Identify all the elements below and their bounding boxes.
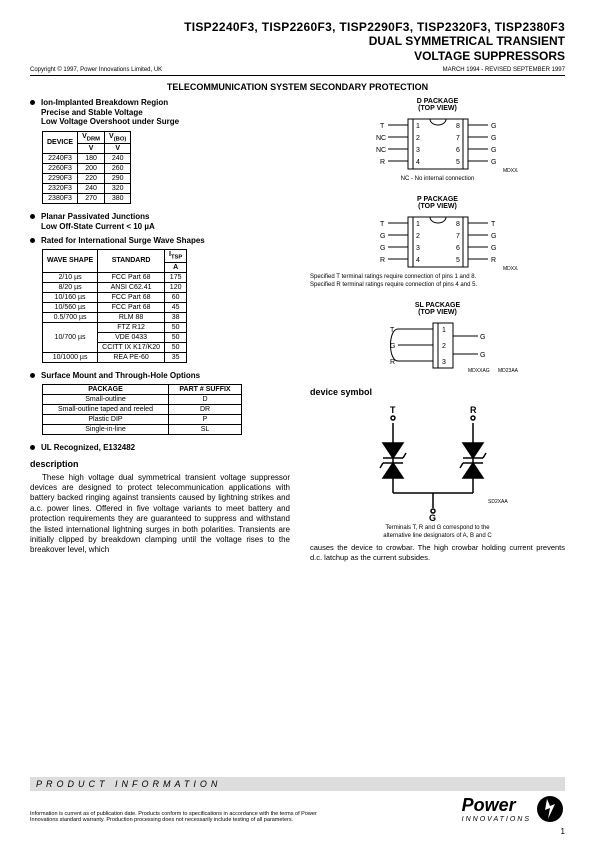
svg-text:G: G [380,245,385,252]
device-table: DEVICEVDRMV(BO) VV 2240F3180240 2260F320… [42,131,131,204]
logo: PowerINNOVATIONS [462,794,565,824]
svg-text:MD23AA: MD23AA [498,368,518,373]
logo-icon [535,794,565,824]
p-package-block: P PACKAGE(TOP VIEW) 18 27 36 45 T G G R … [310,196,565,288]
copyright-row: Copyright © 1997, Power Innovations Limi… [30,67,565,76]
svg-text:2: 2 [442,343,446,350]
svg-text:MDXXAG: MDXXAG [468,368,490,373]
svg-text:6: 6 [456,245,460,252]
bullet-planar: Planar Passivated JunctionsLow Off-State… [30,212,290,231]
svg-text:6: 6 [456,147,460,154]
right-column: D PACKAGE(TOP VIEW) 18 27 36 45 T NC NC … [310,98,565,563]
svg-text:T: T [380,123,385,130]
page-number: 1 [561,827,565,836]
svg-text:R: R [390,359,395,366]
part-numbers: TISP2240F3, TISP2260F3, TISP2290F3, TISP… [30,20,565,34]
description-continuation: causes the device to crowbar. The high c… [310,543,565,563]
svg-text:G: G [491,159,496,166]
svg-text:5: 5 [456,159,460,166]
svg-text:1: 1 [416,123,420,130]
svg-text:2: 2 [416,233,420,240]
bullet-dot-icon [30,238,35,243]
svg-text:1: 1 [442,327,446,334]
svg-text:R: R [380,159,385,166]
d-package-diagram: 1 8 2 7 3 6 4 5 T NC NC R G G G G MDXXAE [358,114,518,174]
svg-text:G: G [491,123,496,130]
footer-bar: PRODUCT INFORMATION [30,777,565,791]
svg-text:3: 3 [416,245,420,252]
svg-text:7: 7 [456,135,460,142]
left-column: Ion-Implanted Breakdown Region Precise a… [30,98,290,563]
svg-text:G: G [491,135,496,142]
package-table: PACKAGEPART # SUFFIX Small-outlineD Smal… [42,384,242,435]
svg-text:R: R [380,257,385,264]
svg-text:G: G [480,334,485,341]
footer-disclaimer: Information is current as of publication… [30,811,330,824]
svg-text:MDXXAF: MDXXAF [503,266,518,272]
title-line1: DUAL SYMMETRICAL TRANSIENT [30,34,565,48]
svg-text:MDXXAE: MDXXAE [503,168,518,174]
svg-text:R: R [470,405,477,415]
svg-text:NC: NC [376,135,386,142]
title-line2: VOLTAGE SUPPRESSORS [30,49,565,63]
svg-text:G: G [491,233,496,240]
section-title: TELECOMMUNICATION SYSTEM SECONDARY PROTE… [30,82,565,92]
svg-text:4: 4 [416,257,420,264]
date-range: MARCH 1994 - REVISED SEPTEMBER 1997 [443,67,565,73]
device-symbol-heading: device symbol [310,387,565,397]
description-heading: description [30,459,290,469]
svg-text:G: G [491,147,496,154]
header: TISP2240F3, TISP2260F3, TISP2290F3, TISP… [30,20,565,63]
wave-shape-table: WAVE SHAPESTANDARDITSP A 2/10 µsFCC Part… [42,249,187,362]
svg-text:3: 3 [416,147,420,154]
svg-text:G: G [491,245,496,252]
svg-text:G: G [480,352,485,359]
bullet-dot-icon [30,373,35,378]
svg-text:R: R [491,257,496,264]
svg-text:8: 8 [456,221,460,228]
svg-text:T: T [390,405,396,415]
svg-text:7: 7 [456,233,460,240]
svg-text:5: 5 [456,257,460,264]
d-package-block: D PACKAGE(TOP VIEW) 18 27 36 45 T NC NC … [310,98,565,182]
bullet-ul: UL Recognized, E132482 [30,443,290,453]
bullet-mount: Surface Mount and Through-Hole Options [30,371,290,381]
bullet-surge: Rated for International Surge Wave Shape… [30,236,290,246]
sl-package-diagram: 123 T G R G G MDXXAG MD23AA [358,318,518,373]
svg-text:G: G [429,513,436,523]
device-symbol-diagram: T R G SD2XAA [353,403,523,523]
svg-text:4: 4 [416,159,420,166]
footer: PRODUCT INFORMATION Information is curre… [30,777,565,824]
bullet-dot-icon [30,445,35,450]
bullet-dot-icon [30,214,35,219]
sl-package-block: SL PACKAGE(TOP VIEW) 123 T G R G G MDXXA… [310,302,565,373]
svg-text:SD2XAA: SD2XAA [488,499,508,505]
svg-text:2: 2 [416,135,420,142]
svg-text:1: 1 [416,221,420,228]
description-text: These high voltage dual symmetrical tran… [30,473,290,556]
svg-text:G: G [380,233,385,240]
p-package-diagram: 1 8 2 7 3 6 4 5 T G G R T G G R MDXXAF [358,212,518,272]
bullet-ion-implanted: Ion-Implanted Breakdown Region Precise a… [30,98,290,127]
svg-text:8: 8 [456,123,460,130]
bullet-dot-icon [30,100,35,105]
svg-text:T: T [380,221,385,228]
svg-text:T: T [491,221,496,228]
svg-text:3: 3 [442,359,446,366]
svg-text:NC: NC [376,147,386,154]
copyright: Copyright © 1997, Power Innovations Limi… [30,67,162,73]
